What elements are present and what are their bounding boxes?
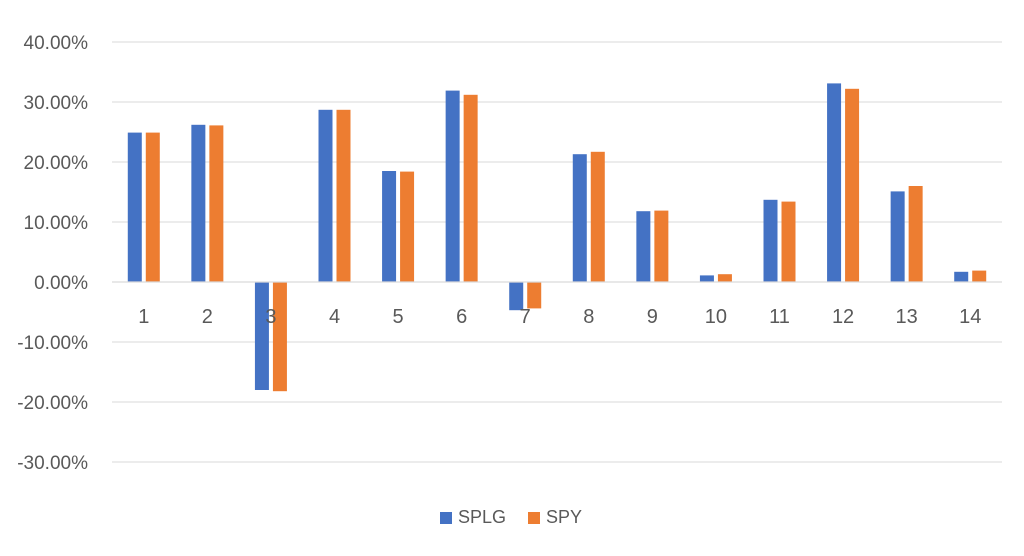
x-tick-label: 5 [393,306,404,328]
bar-spy [272,282,287,392]
y-tick-label: -10.00% [17,333,88,354]
bar-splg [382,171,397,282]
bar-spy [972,270,987,282]
x-tick-label: 2 [202,306,213,328]
legend-swatch-spy [528,512,540,524]
x-tick-label: 10 [705,306,727,328]
bar-spy [400,171,415,282]
bar-spy [654,210,669,282]
legend-label-spy: SPY [546,507,582,527]
bar-splg [954,271,969,282]
x-tick-label: 13 [896,306,918,328]
x-tick-label: 3 [265,306,276,328]
x-axis-tick-labels: 1 2 3 4 5 6 7 8 9 10 11 12 13 14 [138,306,981,328]
bar-spy [209,125,224,283]
bar-spy [336,109,351,282]
bar-splg [254,282,269,390]
bar-splg [636,211,651,282]
legend-swatch-splg [440,512,452,524]
gridlines [112,41,1002,463]
x-tick-label: 8 [583,306,594,328]
bar-splg [318,109,333,282]
x-tick-label: 11 [769,306,790,328]
bar-spy [781,201,796,282]
y-tick-label: 10.00% [24,213,89,234]
y-tick-label: -30.00% [17,453,88,474]
bar-splg [572,154,587,282]
bar-spy [145,132,160,282]
bar-splg [890,191,905,282]
bar-splg [509,282,524,311]
bar-splg [699,275,714,282]
y-tick-label: -20.00% [17,393,88,414]
bar-spy [717,274,732,282]
y-tick-label: 20.00% [24,153,89,174]
x-tick-label: 9 [647,306,658,328]
bar-splg [445,90,460,282]
bar-spy [590,151,605,282]
bar-splg [191,124,206,282]
x-tick-label: 12 [832,306,854,328]
bar-splg [127,132,142,282]
bar-splg [827,83,842,283]
bar-spy [527,282,542,309]
bar-spy [845,88,860,282]
y-tick-label: 40.00% [24,33,89,54]
bars [127,83,987,392]
y-tick-label: 0.00% [34,273,88,294]
x-tick-label: 6 [456,306,467,328]
x-tick-label: 4 [329,306,340,328]
legend-label-splg: SPLG [458,507,506,527]
legend: SPLG SPY [440,507,582,527]
bar-spy [908,186,923,282]
x-tick-label: 1 [138,306,149,328]
bar-spy [463,94,478,282]
bar-splg [763,199,778,282]
x-tick-label: 7 [520,306,531,328]
x-tick-label: 14 [959,306,981,328]
y-tick-label: 30.00% [24,93,89,114]
y-axis-tick-labels: -30.00% -20.00% -10.00% 0.00% 10.00% 20.00% 30… [17,33,88,474]
